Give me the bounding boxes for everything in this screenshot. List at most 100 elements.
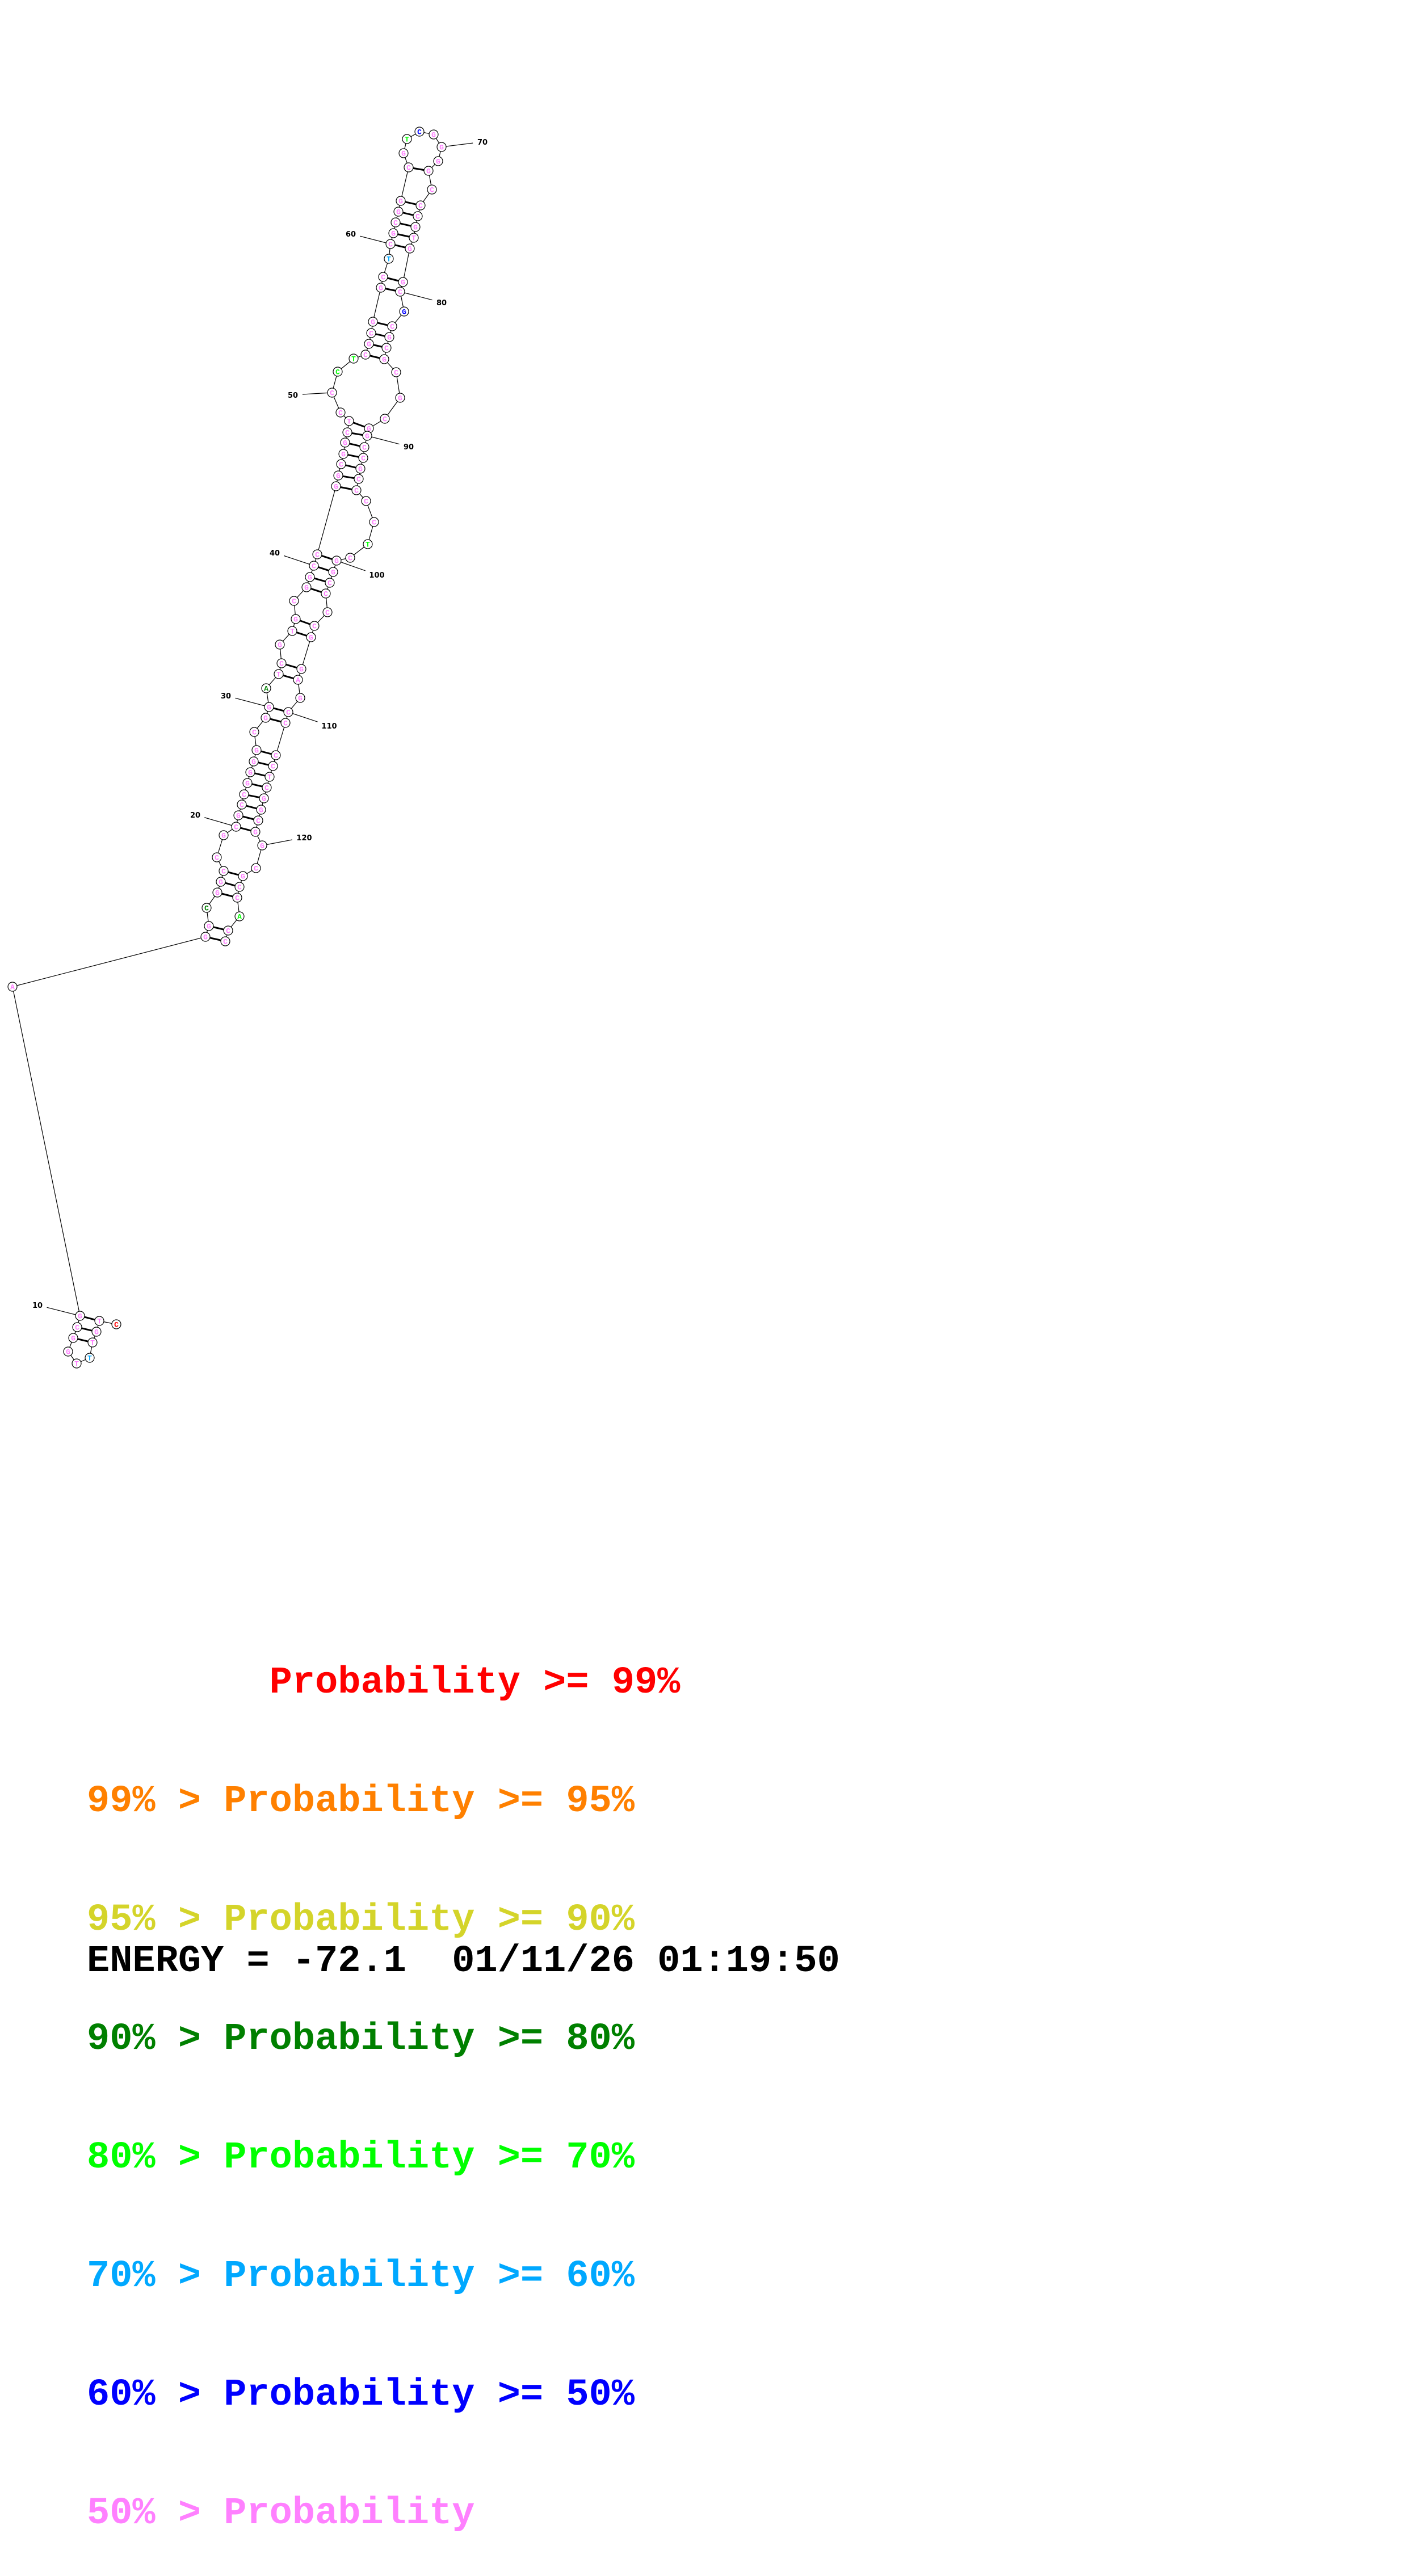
nucleotide-circle xyxy=(309,621,320,631)
nucleotide-letter: C xyxy=(354,487,359,495)
nucleotide-letter: C xyxy=(75,1324,79,1332)
nucleotide-letter: C xyxy=(271,763,275,771)
legend-row-p60: 70% > Probability >= 60% xyxy=(87,2254,635,2298)
nucleotide-letter: G xyxy=(336,472,341,481)
nucleotide: G xyxy=(368,317,378,327)
nucleotide: T xyxy=(344,416,354,426)
nucleotide-circle xyxy=(340,437,350,448)
nucleotide-circle xyxy=(257,840,267,851)
nucleotide: G xyxy=(257,840,267,851)
nucleotide: G xyxy=(436,142,447,152)
nucleotide: C xyxy=(351,485,362,495)
nucleotide-letter: C xyxy=(327,579,332,588)
position-label-background xyxy=(268,548,281,557)
nucleotide-letter: G xyxy=(367,425,371,433)
nucleotide-letter: C xyxy=(325,609,330,617)
nucleotide: G xyxy=(259,793,269,803)
nucleotide-circle xyxy=(355,464,366,474)
base-pair-bond xyxy=(240,827,251,832)
nucleotide-circle xyxy=(402,134,412,144)
nucleotide-letter: T xyxy=(347,418,351,426)
nucleotide: C xyxy=(289,596,299,606)
nucleotide-letter: G xyxy=(253,828,258,837)
nucleotide-letter: C xyxy=(264,784,269,793)
nucleotide-letter: G xyxy=(203,933,208,942)
base-pair-bond xyxy=(300,620,310,625)
nucleotide: A xyxy=(7,982,18,992)
position-label: 70 xyxy=(477,138,488,147)
nucleotide: T xyxy=(409,233,419,243)
nucleotide-letter: G xyxy=(241,873,245,881)
nucleotide-circle xyxy=(427,184,437,195)
nucleotide: G xyxy=(256,805,266,815)
base-pair-bond xyxy=(251,783,263,788)
nucleotide: G xyxy=(305,572,315,582)
nucleotide: C xyxy=(391,367,401,377)
base-pair-bond xyxy=(349,443,360,447)
nucleotide-letter: C xyxy=(362,444,367,452)
nucleotide-letter: C xyxy=(274,752,278,760)
nucleotide-letter: C xyxy=(417,128,422,137)
position-label-line xyxy=(360,235,391,245)
nucleotide: G xyxy=(242,778,253,788)
base-pair-bond xyxy=(213,926,224,931)
nucleotide-circle xyxy=(384,254,394,264)
nucleotide-circle xyxy=(335,407,346,418)
nucleotide: C xyxy=(359,442,369,452)
nucleotide-letter: G xyxy=(391,230,396,238)
nucleotide-letter: G xyxy=(413,224,418,232)
nucleotide: C xyxy=(283,707,293,717)
nucleotide-letter: C xyxy=(315,551,320,559)
energy-and-timestamp: ENERGY = -72.1 01/11/26 01:19:50 xyxy=(87,1940,840,1983)
nucleotide-circle xyxy=(351,485,362,495)
nucleotide: C xyxy=(234,882,245,892)
nucleotide: C xyxy=(231,822,241,832)
legend-row-p80: 90% > Probability >= 80% xyxy=(87,2017,635,2061)
position-label-line xyxy=(262,839,292,846)
nucleotide-circle xyxy=(295,693,305,703)
nucleotide-circle xyxy=(212,852,222,862)
position-label: 110 xyxy=(321,722,337,731)
nucleotide-circle xyxy=(413,211,423,221)
nucleotide-letter: C xyxy=(363,351,368,360)
nucleotide-circle xyxy=(348,353,359,364)
nucleotide-circle xyxy=(234,911,245,921)
position-label-background xyxy=(368,570,386,579)
nucleotide-circle xyxy=(387,321,397,331)
position-label-background xyxy=(345,229,357,238)
nucleotide-circle xyxy=(398,148,409,158)
rna-secondary-structure: CTGTTTGGCGAGGCGGCCGCGCCGGGGCGGATCGTGCGGC… xyxy=(7,127,489,1369)
nucleotides: CTGTTTGGCGAGGCGGCCGCGCCGGGGCGGATCGTGCGGC… xyxy=(7,127,447,1369)
nucleotide-circle xyxy=(245,767,255,777)
position-labels: 10 20 30 40 50 60 70 80 90 100 110 120 xyxy=(31,137,489,1310)
nucleotide: G xyxy=(328,567,338,577)
nucleotide-circle xyxy=(342,427,352,437)
nucleotide-letter: G xyxy=(379,284,383,293)
nucleotide-circle xyxy=(234,882,245,892)
nucleotide: T xyxy=(85,1353,95,1363)
nucleotide-circle xyxy=(262,782,272,793)
base-pair-bond xyxy=(296,632,307,637)
nucleotide-letter: C xyxy=(292,597,296,606)
position-label-lines xyxy=(47,142,473,1316)
nucleotide-letter: C xyxy=(398,288,402,297)
nucleotide-letter: G xyxy=(387,334,392,342)
nucleotide-letter: G xyxy=(293,616,298,624)
nucleotide-letter: C xyxy=(418,202,423,211)
nucleotide-circle xyxy=(333,470,343,481)
nucleotide: C xyxy=(390,217,401,228)
nucleotide-letter: A xyxy=(296,676,300,685)
nucleotide-letter: G xyxy=(66,1348,70,1357)
base-pair-bonds xyxy=(77,167,425,1342)
nucleotide-letter: T xyxy=(74,1360,79,1369)
position-label-line xyxy=(302,392,333,395)
nucleotide: C xyxy=(239,789,249,799)
nucleotide: G xyxy=(433,156,443,166)
nucleotide-circle xyxy=(379,354,389,364)
nucleotide-circle xyxy=(321,588,331,599)
nucleotide-letter: G xyxy=(341,451,346,459)
nucleotide-letter: G xyxy=(245,780,250,788)
nucleotide-circle xyxy=(364,339,374,349)
nucleotide: C xyxy=(404,162,414,172)
base-pair-bond xyxy=(81,1327,93,1332)
